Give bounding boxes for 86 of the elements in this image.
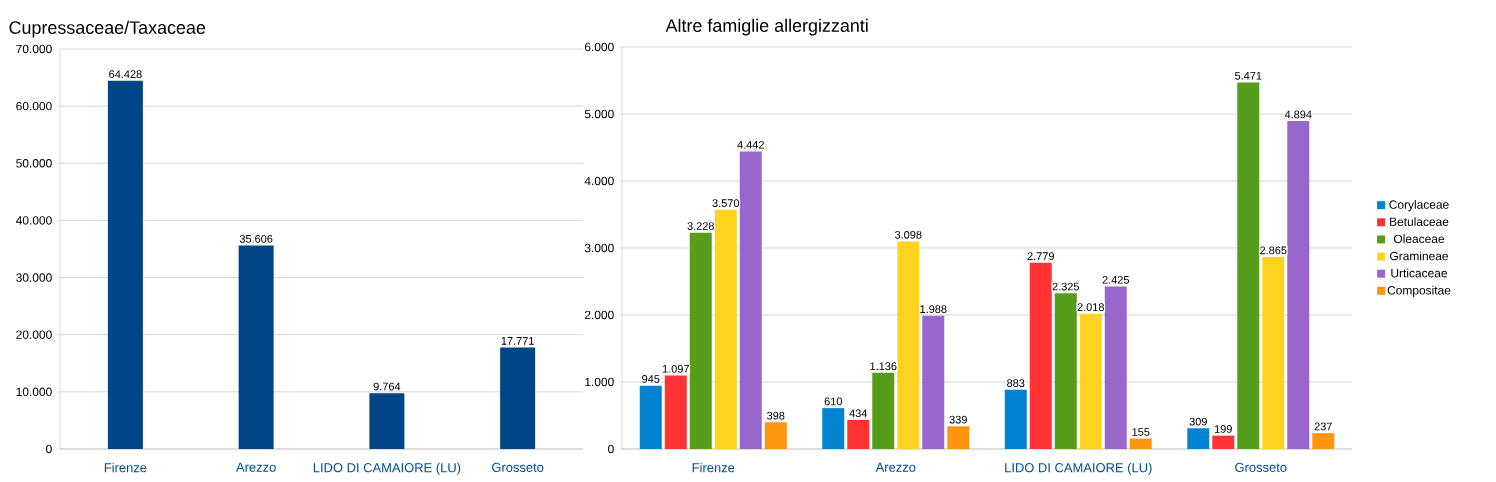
x-tick-label: Arezzo [875, 462, 916, 472]
legend-label: Betulaceae [1390, 217, 1449, 226]
bar [1237, 82, 1260, 449]
x-tick-label: Firenze [692, 462, 735, 473]
bar [947, 426, 970, 449]
y-tick-label: 30.000 [16, 273, 52, 282]
bar [1004, 389, 1027, 449]
data-label: 398 [767, 411, 785, 420]
y-tick-label: 0 [46, 444, 52, 454]
chart-title: Cupressaceae/Taxaceae [9, 20, 206, 38]
bar [238, 245, 274, 449]
bar [369, 393, 405, 449]
y-tick-label: 6.000 [584, 42, 614, 52]
bar [1054, 293, 1077, 449]
legend-label: Corylaceae [1389, 200, 1449, 212]
y-tick-label: 5.000 [584, 109, 614, 119]
data-label: 3.570 [712, 199, 740, 207]
data-label: 309 [1189, 417, 1207, 426]
y-tick-label: 40.000 [15, 216, 52, 225]
bar [1104, 286, 1127, 449]
bar [897, 241, 920, 449]
y-tick-label: 70.000 [16, 44, 52, 54]
bar [107, 80, 143, 449]
bar [1212, 435, 1235, 449]
x-tick-label: Grosseto [492, 462, 544, 472]
y-tick-label: 3.000 [584, 243, 614, 253]
data-label: 3.098 [894, 230, 922, 239]
data-label: 199 [1214, 425, 1232, 433]
bar [739, 151, 762, 449]
bar [689, 232, 712, 449]
data-label: 2.018 [1077, 303, 1104, 311]
bar [1287, 121, 1310, 449]
x-tick-label: LIDO DI CAMAIORE (LU) [313, 462, 461, 475]
bar [847, 419, 870, 449]
bar [1029, 262, 1052, 449]
data-label: 4.894 [1284, 110, 1312, 119]
data-label: 1.136 [870, 362, 897, 371]
y-tick-label: 60.000 [16, 101, 52, 111]
data-label: 2.425 [1102, 275, 1129, 284]
data-label: 155 [1132, 428, 1150, 436]
x-tick-label: Grosseto [1235, 462, 1287, 472]
x-tick-label: Firenze [104, 462, 147, 473]
x-tick-label: Arezzo [236, 462, 276, 472]
bar [1312, 433, 1335, 449]
data-label: 2.865 [1260, 246, 1287, 255]
y-tick-label: 50.000 [16, 159, 52, 168]
y-tick-label: 0 [608, 444, 614, 454]
data-label: 5.471 [1234, 72, 1262, 80]
bar [664, 375, 687, 449]
y-tick-label: 1.000 [585, 377, 614, 387]
bar [922, 315, 945, 449]
data-label: 3.228 [687, 222, 714, 230]
legend-label: Gramineae [1390, 251, 1449, 261]
data-label: 945 [642, 375, 660, 383]
bar [1187, 428, 1210, 449]
bar [822, 408, 845, 449]
x-tick-label: LIDO DI CAMAIORE (LU) [1005, 462, 1152, 475]
bar [764, 422, 787, 449]
y-tick-label: 10.000 [16, 387, 52, 397]
data-label: 9.764 [373, 382, 401, 391]
data-label: 1.097 [662, 364, 689, 373]
bar [714, 209, 737, 449]
data-label: 610 [824, 397, 842, 406]
bar [500, 347, 536, 449]
y-tick-label: 4.000 [584, 176, 614, 186]
y-tick-label: 20.000 [16, 330, 52, 339]
legend-label: Urticaceae [1391, 268, 1448, 278]
data-label: 17.771 [501, 337, 534, 345]
data-label: 2.325 [1052, 282, 1080, 291]
bar [1079, 313, 1102, 449]
bar [872, 372, 895, 449]
data-label: 64.428 [109, 70, 142, 79]
data-label: 434 [849, 409, 868, 418]
bar [1262, 257, 1285, 449]
data-label: 237 [1314, 422, 1332, 431]
legend-label: Oleaceae [1393, 234, 1445, 244]
bar [1129, 438, 1152, 449]
chart-title: Altre famiglie allergizzanti [665, 18, 868, 36]
legend-label: Compositae [1387, 285, 1451, 297]
data-label: 35.606 [239, 234, 273, 243]
data-label: 339 [949, 415, 967, 424]
data-label: 1.988 [920, 305, 947, 313]
data-label: 4.442 [737, 140, 764, 149]
y-tick-label: 2.000 [584, 310, 614, 320]
data-label: 2.779 [1027, 252, 1054, 260]
data-label: 883 [1007, 379, 1025, 388]
